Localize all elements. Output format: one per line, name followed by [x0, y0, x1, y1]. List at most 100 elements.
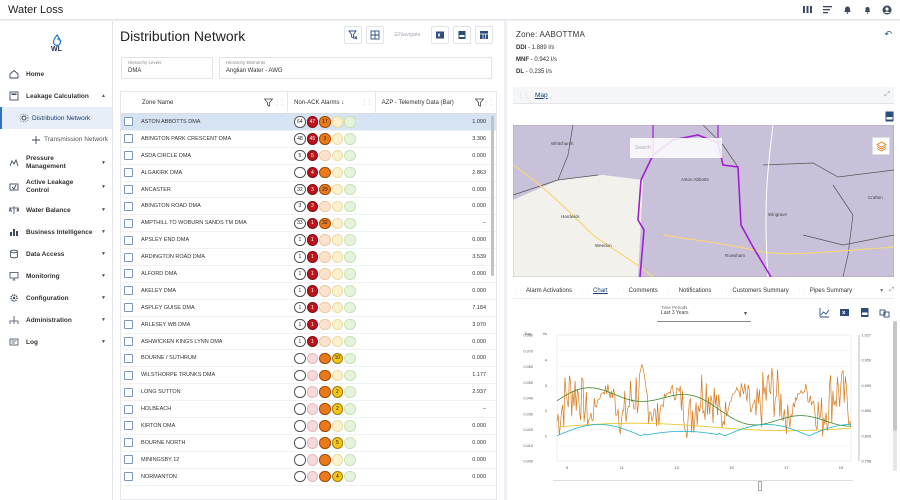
alarm-critical-badge[interactable]: 5	[306, 149, 319, 162]
row-checkbox[interactable]	[124, 218, 133, 228]
alarm-medium-badge[interactable]	[331, 454, 344, 466]
sidebar-item-business-intelligence[interactable]: Business Intelligence ▼	[0, 221, 112, 243]
filter-icon[interactable]	[475, 98, 484, 107]
alarm-medium-badge[interactable]	[331, 183, 344, 196]
alarm-total-badge[interactable]: 33	[294, 217, 306, 230]
alarm-medium-badge[interactable]	[331, 200, 344, 213]
alarm-low-badge[interactable]	[344, 470, 356, 483]
alarm-high-badge[interactable]: 32	[319, 217, 331, 230]
alarm-high-badge[interactable]	[319, 369, 331, 382]
alarm-critical-badge[interactable]: 1	[306, 251, 319, 263]
sidebar-item-active-leakage-control[interactable]: Active Leakage Control ▼	[0, 175, 112, 199]
alarm-medium-badge[interactable]: 10	[331, 352, 344, 365]
alarm-total-badge[interactable]: 1	[294, 301, 306, 314]
sidebar-item-leakage-calculation[interactable]: Leakage Calculation ▲	[0, 85, 112, 107]
table-row[interactable]: ASHWICKEN KINGS LYNN DMA 1 1 0.000	[121, 334, 496, 351]
alarm-total-badge[interactable]: 3	[294, 200, 306, 213]
map-pdf-icon[interactable]	[885, 111, 894, 122]
row-checkbox[interactable]	[124, 117, 133, 127]
table-row[interactable]: AKELEY DMA 1 1 0.000	[121, 283, 496, 300]
table-row[interactable]: APSLEY END DMA 1 1 0.000	[121, 232, 496, 250]
alarm-high-badge[interactable]	[319, 437, 331, 449]
bell-icon[interactable]	[862, 5, 872, 15]
alarm-critical-badge[interactable]	[306, 420, 319, 432]
alarm-critical-badge[interactable]	[306, 369, 319, 382]
table-row[interactable]: ARLESEY WB DMA 1 1 3.970	[121, 317, 496, 334]
alarm-low-badge[interactable]	[344, 149, 356, 162]
row-checkbox[interactable]	[124, 286, 133, 296]
row-checkbox[interactable]	[124, 404, 133, 414]
row-checkbox[interactable]	[124, 472, 133, 482]
alarm-critical-badge[interactable]	[306, 437, 319, 449]
drag-grip-icon[interactable]: ⋮⋮	[517, 92, 530, 99]
table-row[interactable]: AMPTHILL TO WOBURN SANDS TM DMA 33 1 32 –	[121, 215, 496, 233]
compare-icon[interactable]	[879, 307, 890, 318]
alarm-critical-badge[interactable]: 3	[306, 200, 319, 213]
tab-notifications[interactable]: ⋮⋮ Notifications	[666, 288, 712, 294]
row-checkbox[interactable]	[124, 134, 133, 144]
alarm-total-badge[interactable]: 48	[294, 133, 306, 145]
hierarchy-elements-field[interactable]: Hierarchy Elements Anglian Water - AWG	[219, 57, 492, 79]
export-pdf-button[interactable]	[452, 26, 471, 44]
user-icon[interactable]	[882, 5, 892, 15]
alarm-total-badge[interactable]: 1	[294, 318, 306, 331]
table-row[interactable]: MININGSBY 12 0.000	[121, 452, 496, 469]
alarm-total-badge[interactable]: 32	[294, 183, 306, 196]
navigator-handle[interactable]	[758, 481, 762, 491]
chevron-down-icon[interactable]: ▾	[880, 288, 884, 294]
alarm-total-badge[interactable]	[294, 437, 306, 449]
alarm-total-badge[interactable]	[294, 420, 306, 432]
alarm-low-badge[interactable]	[344, 420, 356, 432]
alarm-critical-badge[interactable]	[306, 454, 319, 466]
filter-icon[interactable]	[264, 98, 274, 107]
alarm-low-badge[interactable]	[344, 369, 356, 382]
alarm-high-badge[interactable]	[319, 386, 331, 398]
sidebar-item-administration[interactable]: Administration ▼	[0, 309, 112, 331]
alarm-total-badge[interactable]: 1	[294, 234, 306, 246]
bell-settings-icon[interactable]	[842, 5, 852, 15]
alarm-low-badge[interactable]	[344, 318, 356, 331]
alarm-medium-badge[interactable]	[331, 285, 344, 297]
table-row[interactable]: ALFORD DMA 1 1 0.000	[121, 266, 496, 283]
row-checkbox[interactable]	[124, 320, 133, 330]
export-excel-button[interactable]	[430, 26, 449, 44]
alarm-low-badge[interactable]	[344, 352, 356, 365]
excel-icon[interactable]	[839, 307, 850, 318]
table-row[interactable]: ASDA CIRCLE DMA 5 5 0.000	[121, 148, 496, 165]
alarm-low-badge[interactable]	[344, 166, 356, 179]
alarm-high-badge[interactable]	[319, 454, 331, 466]
alarm-low-badge[interactable]	[344, 251, 356, 263]
alarm-medium-badge[interactable]	[331, 268, 344, 280]
tab-alarm-activations[interactable]: ⋮⋮ Alarm Activations	[513, 288, 572, 294]
alarm-low-badge[interactable]	[344, 183, 356, 196]
alarm-critical-badge[interactable]: 47	[306, 116, 319, 128]
alarm-high-badge[interactable]: 29	[319, 183, 331, 196]
table-row[interactable]: ABINGTON ROAD DMA 3 3 0.000	[121, 198, 496, 216]
alarm-total-badge[interactable]: 1	[294, 251, 306, 263]
row-checkbox[interactable]	[124, 337, 133, 347]
alarm-low-badge[interactable]	[344, 116, 356, 128]
table-row[interactable]: ALGAKIRK DMA 4 2.863	[121, 165, 496, 182]
zone-map[interactable]: Whitchurch Aston Abbotts Wingrave Hardwi…	[513, 125, 894, 277]
clear-filter-button[interactable]	[344, 26, 362, 44]
alarm-total-badge[interactable]	[294, 369, 306, 382]
column-grip-icon[interactable]: ⋮⋮	[483, 99, 494, 106]
azp-column-header[interactable]: AZP - Telemetry Data (Bar) ⋮⋮	[376, 92, 496, 114]
alarm-high-badge[interactable]	[319, 268, 331, 280]
column-grip-icon[interactable]: ⋮⋮	[361, 99, 373, 106]
alarm-high-badge[interactable]	[319, 234, 331, 246]
row-checkbox[interactable]	[124, 370, 133, 380]
alarm-low-badge[interactable]	[344, 437, 356, 449]
alarm-total-badge[interactable]	[294, 166, 306, 179]
select-columns-button[interactable]	[366, 26, 384, 44]
sidebar-item-home[interactable]: Home	[0, 63, 112, 85]
alarm-total-badge[interactable]: 1	[294, 335, 306, 348]
sidebar-item-transmission-network[interactable]: Transmission Network	[0, 129, 112, 151]
alarm-medium-badge[interactable]	[331, 217, 344, 230]
table-row[interactable]: HOLBEACH 2 –	[121, 401, 496, 419]
columns-icon[interactable]	[802, 5, 812, 15]
zone-name-column-header[interactable]: Zone Name ⋮⋮	[121, 92, 289, 114]
row-checkbox[interactable]	[124, 421, 133, 431]
alarm-low-badge[interactable]	[344, 200, 356, 213]
alarm-low-badge[interactable]	[344, 454, 356, 466]
